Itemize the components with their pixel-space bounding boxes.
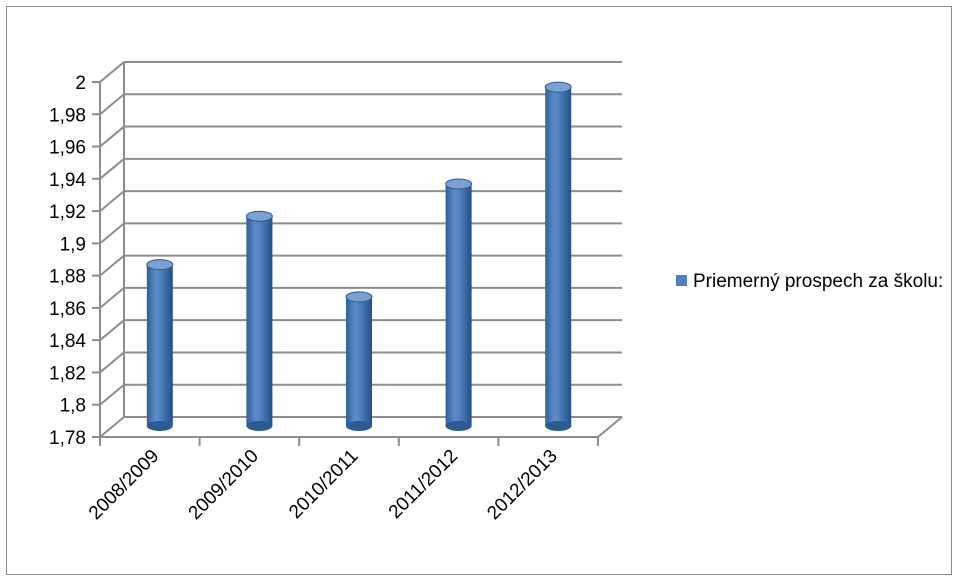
y-tick-label: 1,86	[49, 299, 86, 320]
x-tick-label: 2008/2009	[85, 446, 163, 524]
y-tick-label: 1,82	[49, 363, 86, 384]
side-wall-gridline	[99, 61, 125, 83]
side-wall-gridline	[99, 319, 125, 341]
y-tick-label: 1,8	[60, 396, 86, 417]
axis-labels: 1,78 1,8 1,82 1,84 1,86 1,88 1,9 1,92 1,94 1,96 1,…	[49, 73, 562, 524]
bar	[345, 291, 373, 431]
y-tick-label: 1,98	[49, 105, 86, 126]
x-tick-label: 2011/2012	[385, 446, 462, 523]
legend-swatch	[676, 275, 687, 286]
gridlines	[99, 61, 622, 438]
side-wall-gridline	[99, 416, 125, 438]
bar	[544, 81, 572, 431]
side-wall-gridline	[99, 190, 125, 212]
y-tick-label: 1,94	[49, 170, 86, 191]
y-tick-label: 1,92	[49, 202, 86, 223]
side-wall-gridline	[99, 222, 125, 245]
x-tick-label: 2009/2010	[185, 446, 263, 524]
side-wall-gridline	[99, 254, 125, 277]
bar	[445, 178, 473, 431]
side-wall-gridline	[99, 158, 125, 180]
x-tick-label: 2012/2013	[483, 446, 561, 524]
legend-label: Priemerný prospech za školu:	[693, 271, 944, 292]
y-tick-label: 1,84	[49, 331, 86, 352]
y-tick-label: 1,78	[49, 428, 86, 449]
side-wall-gridline	[99, 125, 125, 148]
bar	[245, 210, 273, 431]
y-tick-label: 2	[75, 73, 86, 94]
bar	[146, 259, 174, 431]
side-wall-gridline	[99, 287, 125, 309]
y-tick-label: 1,88	[49, 267, 86, 288]
legend: Priemerný prospech za školu:	[676, 268, 946, 295]
y-tick-label: 1,9	[60, 234, 86, 255]
bars	[146, 81, 572, 431]
y-tick-label: 1,96	[49, 138, 86, 159]
side-wall-gridline	[99, 351, 125, 374]
side-wall-gridline	[99, 383, 125, 406]
axes	[92, 81, 623, 446]
x-tick-label: 2010/2011	[285, 446, 362, 523]
floor-right-edge	[597, 416, 623, 438]
side-wall-gridline	[99, 93, 125, 116]
